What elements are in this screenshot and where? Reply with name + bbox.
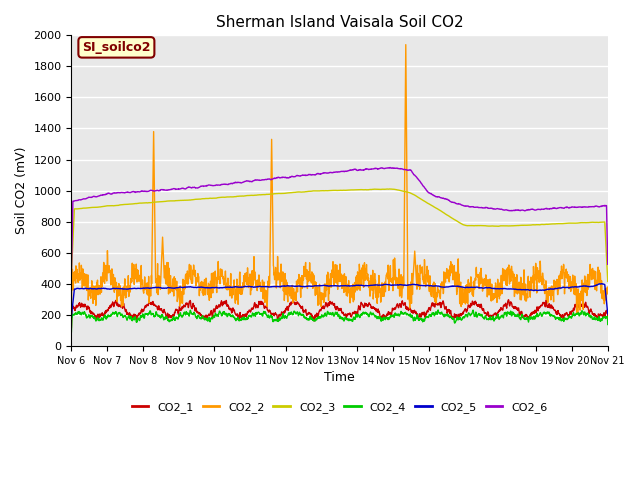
CO2_6 bbox=[495, 206, 503, 212]
CO2_4 bbox=[367, 309, 374, 315]
Line: CO2_1: CO2_1 bbox=[72, 300, 608, 328]
CO2_6 bbox=[367, 167, 374, 172]
Title: Sherman Island Vaisala Soil CO2: Sherman Island Vaisala Soil CO2 bbox=[216, 15, 463, 30]
CO2_1 bbox=[495, 308, 503, 313]
CO2_1 bbox=[355, 303, 363, 309]
CO2_6 bbox=[604, 262, 612, 267]
CO2_6 bbox=[217, 182, 225, 188]
CO2_2 bbox=[604, 291, 612, 297]
CO2_2 bbox=[355, 283, 363, 289]
CO2_5 bbox=[367, 282, 374, 288]
CO2_5 bbox=[355, 282, 363, 288]
Line: CO2_2: CO2_2 bbox=[72, 45, 608, 320]
CO2_1 bbox=[367, 302, 374, 308]
CO2_1 bbox=[217, 300, 225, 306]
CO2_5 bbox=[604, 311, 612, 317]
CO2_4 bbox=[557, 316, 564, 322]
Line: CO2_4: CO2_4 bbox=[72, 310, 608, 332]
CO2_6 bbox=[557, 204, 564, 210]
CO2_2 bbox=[217, 271, 225, 277]
CO2_3 bbox=[68, 272, 76, 277]
CO2_4 bbox=[495, 314, 503, 320]
Y-axis label: Soil CO2 (mV): Soil CO2 (mV) bbox=[15, 147, 28, 234]
CO2_1 bbox=[557, 312, 564, 317]
Legend: CO2_1, CO2_2, CO2_3, CO2_4, CO2_5, CO2_6: CO2_1, CO2_2, CO2_3, CO2_4, CO2_5, CO2_6 bbox=[127, 398, 552, 418]
X-axis label: Time: Time bbox=[324, 371, 355, 384]
Line: CO2_6: CO2_6 bbox=[72, 168, 608, 274]
CO2_3 bbox=[557, 221, 564, 227]
CO2_1 bbox=[68, 325, 76, 331]
CO2_6 bbox=[355, 168, 363, 173]
CO2_4 bbox=[434, 307, 442, 313]
CO2_4 bbox=[355, 313, 363, 319]
CO2_2 bbox=[572, 289, 579, 295]
CO2_3 bbox=[367, 187, 374, 192]
CO2_4 bbox=[217, 311, 225, 316]
CO2_1 bbox=[504, 297, 512, 302]
CO2_2 bbox=[68, 317, 76, 323]
CO2_5 bbox=[598, 281, 605, 287]
CO2_3 bbox=[217, 194, 225, 200]
Line: CO2_5: CO2_5 bbox=[72, 284, 608, 316]
CO2_3 bbox=[572, 220, 579, 226]
CO2_1 bbox=[604, 315, 612, 321]
CO2_2 bbox=[495, 296, 503, 302]
CO2_3 bbox=[604, 278, 612, 284]
CO2_5 bbox=[556, 285, 564, 291]
CO2_4 bbox=[604, 322, 612, 327]
CO2_2 bbox=[402, 42, 410, 48]
CO2_2 bbox=[367, 288, 374, 293]
Text: SI_soilco2: SI_soilco2 bbox=[82, 41, 150, 54]
CO2_6 bbox=[387, 165, 394, 170]
CO2_5 bbox=[572, 284, 579, 290]
CO2_4 bbox=[572, 312, 579, 318]
CO2_5 bbox=[68, 313, 76, 319]
CO2_6 bbox=[572, 204, 579, 210]
CO2_3 bbox=[495, 223, 503, 229]
CO2_3 bbox=[385, 186, 393, 192]
CO2_3 bbox=[355, 187, 363, 192]
CO2_4 bbox=[68, 329, 76, 335]
CO2_1 bbox=[572, 302, 579, 308]
CO2_6 bbox=[68, 271, 76, 276]
CO2_5 bbox=[217, 285, 225, 290]
CO2_2 bbox=[557, 271, 564, 277]
CO2_5 bbox=[495, 286, 503, 292]
Line: CO2_3: CO2_3 bbox=[72, 189, 608, 281]
